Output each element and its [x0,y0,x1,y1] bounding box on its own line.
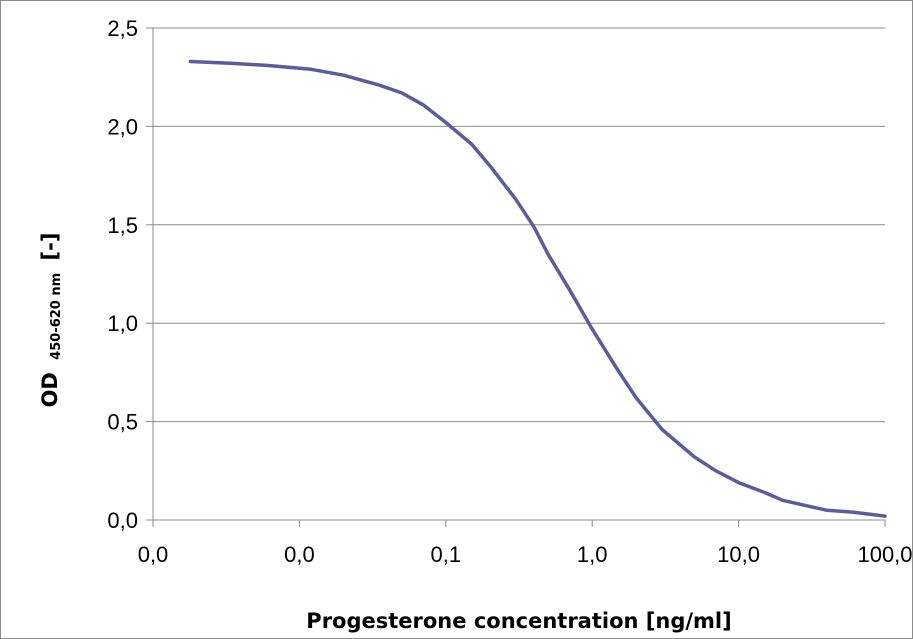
series-group [188,59,887,518]
gridlines [153,27,885,423]
axes [146,27,886,527]
x-tick-label: 10,0 [717,542,760,567]
y-tick-label: 1,0 [107,311,138,336]
y-tick-label: 0,0 [107,508,138,533]
y-axis-title-main: OD [38,372,62,407]
x-tick-label: 100,0 [857,542,912,567]
series-line [188,59,887,518]
y-tick-label: 2,0 [107,114,138,139]
x-tick-label: 0,0 [284,542,315,567]
y-tick-label: 1,5 [107,213,138,238]
x-tick-label: 0,1 [431,542,462,567]
x-tick-label: 0,0 [138,542,169,567]
x-tick-label: 1,0 [577,542,608,567]
y-tick-label: 0,5 [107,410,138,435]
y-axis-title-suffix: [-] [38,233,62,261]
y-tick-label: 2,5 [107,16,138,41]
y-axis-title-subscript: 450-620 nm [49,273,64,360]
x-tick-labels: 0,0 0,0 0,1 1,0 10,0 100,0 [138,542,913,567]
y-tick-labels: 0,0 0,5 1,0 1,5 2,0 2,5 [107,16,138,533]
x-axis-title: Progesterone concentration [ng/ml] [306,609,731,633]
y-axis-title: OD 450-620 nm [-] [38,233,65,408]
